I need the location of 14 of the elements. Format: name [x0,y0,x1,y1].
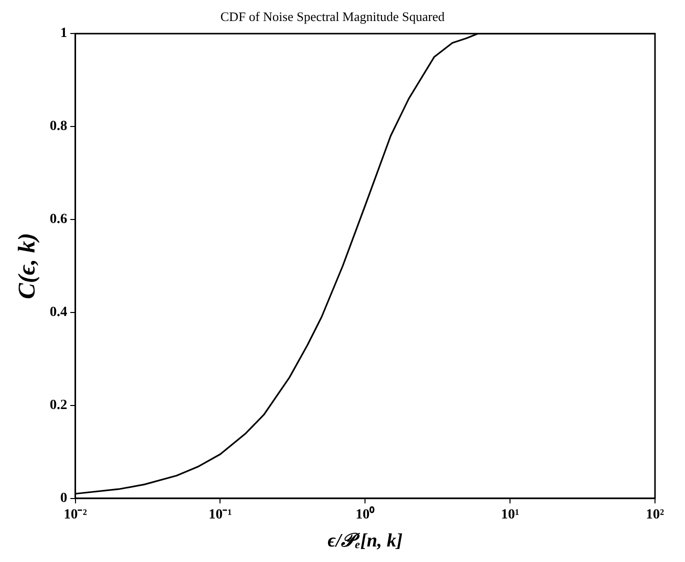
x-axis-title: ϵ/𝒫ₑ[n, k] [328,530,403,552]
y-tick-label: 0.8 [50,119,68,134]
x-tick-label: 10⁰ [356,505,375,522]
x-tick-label: 10⁻¹ [208,507,232,522]
x-tick-label: 10¹ [500,507,520,522]
chart-title: CDF of Noise Spectral Magnitude Squared [220,9,446,24]
x-tick-label: 10⁻² [64,507,87,522]
y-tick-label: 1 [60,26,68,42]
y-tick-label: 0 [60,491,68,506]
y-tick-label: 0.4 [50,305,68,320]
x-tick-label: 10² [646,507,664,522]
y-axis-title: C(ϵ, k) [14,232,41,300]
y-tick-label: 0.2 [50,398,68,414]
y-tick-label: 0.6 [50,212,68,228]
